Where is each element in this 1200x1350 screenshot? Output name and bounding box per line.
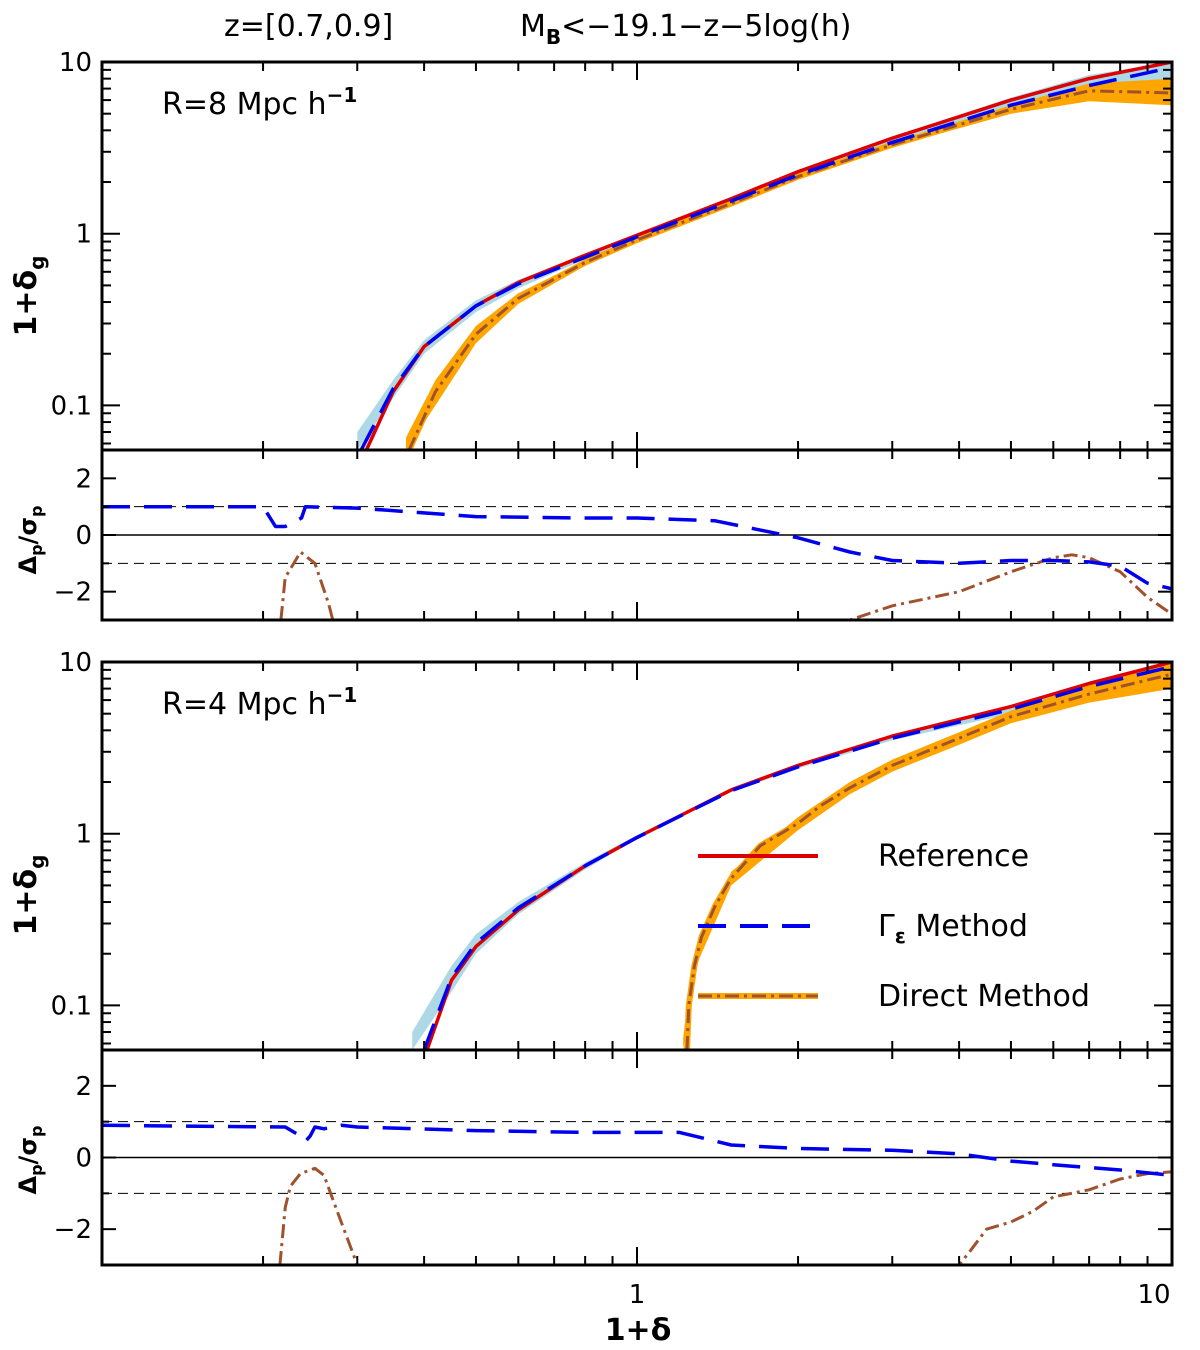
legend-label-direct: Direct Method	[878, 979, 1090, 1014]
series-gamma	[102, 504, 1172, 591]
x-axis-label: 1+δ	[605, 1313, 672, 1348]
figure-title-magnitude: MB<−19.1−z−5log(h)	[520, 9, 851, 49]
y-axis-label-bottom: 1+δg	[9, 855, 49, 936]
series-gamma	[102, 1123, 1172, 1178]
series-reference	[425, 662, 1172, 1050]
y-tick-label: −2	[54, 1215, 92, 1245]
figure-title-redshift: z=[0.7,0.9]	[224, 9, 393, 44]
residual-label-top: Δp/σp	[14, 506, 46, 575]
x-tick-label: 1	[629, 1280, 646, 1310]
legend-label-reference: Reference	[878, 839, 1029, 874]
series-gamma	[359, 65, 1172, 450]
x-tick-label: 10	[1137, 1280, 1170, 1310]
band-gamma	[357, 62, 1172, 450]
y-tick-label: 1	[75, 220, 92, 250]
series-direct-halo	[406, 87, 1172, 450]
series-direct	[685, 672, 1172, 1050]
radius-annotation-top: R=8 Mpc h−1	[162, 83, 357, 122]
y-tick-label: 0.1	[51, 991, 92, 1021]
plot-area	[102, 1121, 1172, 1265]
bottom-residual-panel: −2 0 2 1 10	[54, 1048, 1174, 1310]
y-tick-label: 0.1	[51, 391, 92, 421]
series-direct	[407, 89, 1172, 450]
plot-area	[102, 504, 1172, 620]
top-residual-panel: −2 0 2	[54, 448, 1174, 622]
y-axis-label-top: 1+δg	[9, 256, 49, 337]
band-direct	[406, 78, 1172, 450]
series-direct	[278, 1166, 1172, 1265]
residual-label-bottom: Δp/σp	[14, 1126, 46, 1195]
legend-label-gamma: Γε Method	[878, 909, 1028, 948]
y-tick-label: 1	[75, 820, 92, 850]
radius-annotation-bottom: R=4 Mpc h−1	[162, 683, 357, 722]
legend: Reference Γε Method Direct Method	[698, 839, 1090, 1014]
y-tick-label: 10	[59, 48, 92, 78]
y-tick-label: 2	[75, 464, 92, 494]
y-tick-label: −2	[54, 578, 92, 608]
series-reference	[364, 62, 1172, 450]
series-direct	[279, 550, 1172, 620]
plot-area	[412, 662, 1172, 1050]
plot-area	[357, 62, 1172, 450]
series-gamma	[422, 664, 1172, 1050]
y-tick-label: 2	[75, 1072, 92, 1102]
y-tick-label: 0	[75, 521, 92, 551]
y-tick-label: 10	[59, 648, 92, 678]
y-tick-label: 0	[75, 1144, 92, 1174]
